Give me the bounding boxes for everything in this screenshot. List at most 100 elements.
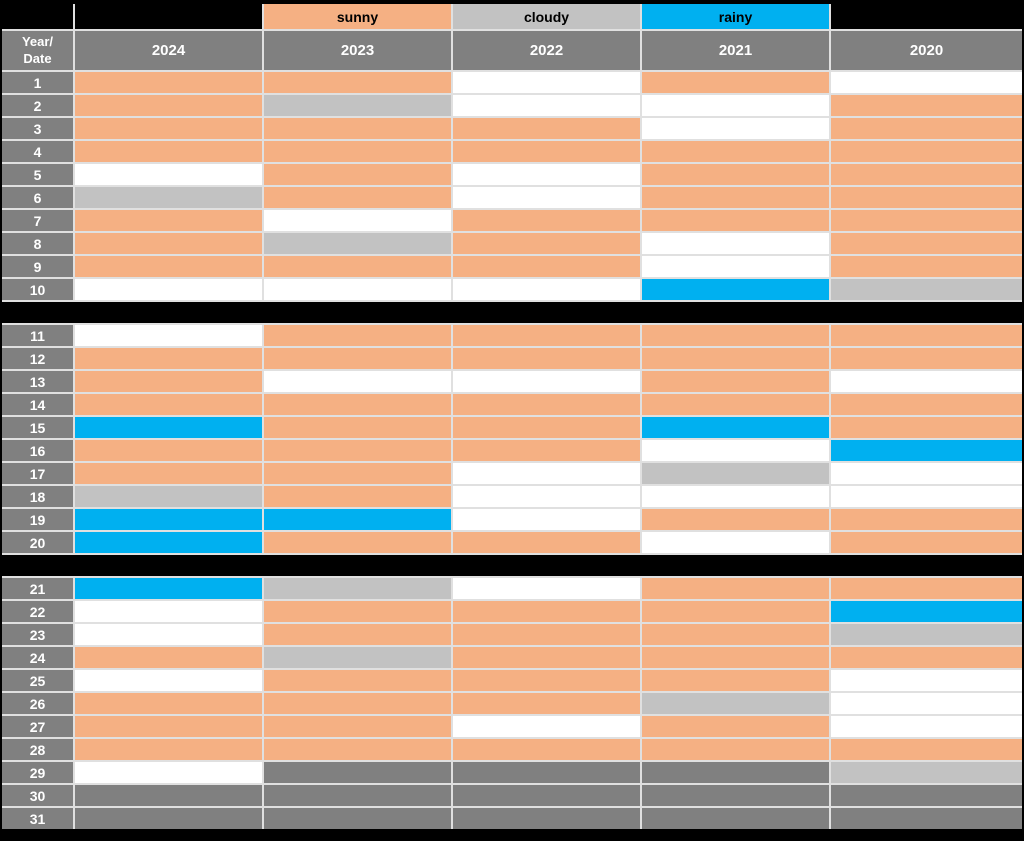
cell-2023-3[interactable] <box>264 118 451 139</box>
row-header-20[interactable]: 20 <box>2 532 73 553</box>
cell-2021-1[interactable] <box>642 72 829 93</box>
row-header-11[interactable]: 11 <box>2 325 73 346</box>
cell-2023-28[interactable] <box>264 739 451 760</box>
row-header-18[interactable]: 18 <box>2 486 73 507</box>
cell-2020-22[interactable] <box>831 601 1022 622</box>
cell-2020-2[interactable] <box>831 95 1022 116</box>
cell-2022-22[interactable] <box>453 601 640 622</box>
cell-2023-27[interactable] <box>264 716 451 737</box>
row-header-14[interactable]: 14 <box>2 394 73 415</box>
cell-2023-11[interactable] <box>264 325 451 346</box>
cell-2021-9[interactable] <box>642 256 829 277</box>
cell-2023-2[interactable] <box>264 95 451 116</box>
cell-2024-18[interactable] <box>75 486 262 507</box>
cell-2020-28[interactable] <box>831 739 1022 760</box>
cell-2023-25[interactable] <box>264 670 451 691</box>
cell-2020-16[interactable] <box>831 440 1022 461</box>
cell-2024-9[interactable] <box>75 256 262 277</box>
cell-2021-20[interactable] <box>642 532 829 553</box>
cell-2020-3[interactable] <box>831 118 1022 139</box>
cell-2023-21[interactable] <box>264 578 451 599</box>
cell-2023-30[interactable] <box>264 785 451 806</box>
row-header-26[interactable]: 26 <box>2 693 73 714</box>
cell-2024-4[interactable] <box>75 141 262 162</box>
cell-2024-10[interactable] <box>75 279 262 300</box>
cell-2022-21[interactable] <box>453 578 640 599</box>
cell-2023-4[interactable] <box>264 141 451 162</box>
cell-2024-24[interactable] <box>75 647 262 668</box>
cell-2022-12[interactable] <box>453 348 640 369</box>
cell-2024-15[interactable] <box>75 417 262 438</box>
cell-2021-29[interactable] <box>642 762 829 783</box>
row-header-19[interactable]: 19 <box>2 509 73 530</box>
cell-2023-12[interactable] <box>264 348 451 369</box>
cell-2024-6[interactable] <box>75 187 262 208</box>
row-header-4[interactable]: 4 <box>2 141 73 162</box>
cell-2023-6[interactable] <box>264 187 451 208</box>
cell-2020-20[interactable] <box>831 532 1022 553</box>
cell-2020-25[interactable] <box>831 670 1022 691</box>
cell-2021-14[interactable] <box>642 394 829 415</box>
cell-2024-19[interactable] <box>75 509 262 530</box>
cell-2020-31[interactable] <box>831 808 1022 829</box>
row-header-22[interactable]: 22 <box>2 601 73 622</box>
cell-2020-24[interactable] <box>831 647 1022 668</box>
cell-2024-8[interactable] <box>75 233 262 254</box>
cell-2024-21[interactable] <box>75 578 262 599</box>
cell-2021-2[interactable] <box>642 95 829 116</box>
cell-2024-28[interactable] <box>75 739 262 760</box>
cell-2022-6[interactable] <box>453 187 640 208</box>
cell-2024-16[interactable] <box>75 440 262 461</box>
cell-2022-27[interactable] <box>453 716 640 737</box>
col-header-2020[interactable]: 2020 <box>831 31 1022 70</box>
row-header-29[interactable]: 29 <box>2 762 73 783</box>
row-header-12[interactable]: 12 <box>2 348 73 369</box>
cell-2020-23[interactable] <box>831 624 1022 645</box>
cell-2021-30[interactable] <box>642 785 829 806</box>
cell-2020-7[interactable] <box>831 210 1022 231</box>
cell-2021-11[interactable] <box>642 325 829 346</box>
cell-2023-17[interactable] <box>264 463 451 484</box>
row-header-15[interactable]: 15 <box>2 417 73 438</box>
cell-2023-9[interactable] <box>264 256 451 277</box>
cell-2021-23[interactable] <box>642 624 829 645</box>
cell-2020-30[interactable] <box>831 785 1022 806</box>
row-header-21[interactable]: 21 <box>2 578 73 599</box>
row-header-30[interactable]: 30 <box>2 785 73 806</box>
cell-2022-17[interactable] <box>453 463 640 484</box>
cell-2024-17[interactable] <box>75 463 262 484</box>
cell-2021-27[interactable] <box>642 716 829 737</box>
cell-2024-3[interactable] <box>75 118 262 139</box>
cell-2024-12[interactable] <box>75 348 262 369</box>
legend-cloudy[interactable]: cloudy <box>453 4 640 29</box>
cell-2023-26[interactable] <box>264 693 451 714</box>
cell-2022-13[interactable] <box>453 371 640 392</box>
row-header-5[interactable]: 5 <box>2 164 73 185</box>
cell-2023-7[interactable] <box>264 210 451 231</box>
row-header-28[interactable]: 28 <box>2 739 73 760</box>
cell-2022-4[interactable] <box>453 141 640 162</box>
row-header-2[interactable]: 2 <box>2 95 73 116</box>
cell-2020-9[interactable] <box>831 256 1022 277</box>
cell-2021-17[interactable] <box>642 463 829 484</box>
row-header-9[interactable]: 9 <box>2 256 73 277</box>
cell-2021-16[interactable] <box>642 440 829 461</box>
cell-2022-9[interactable] <box>453 256 640 277</box>
cell-2022-26[interactable] <box>453 693 640 714</box>
cell-2020-29[interactable] <box>831 762 1022 783</box>
row-header-3[interactable]: 3 <box>2 118 73 139</box>
cell-2021-28[interactable] <box>642 739 829 760</box>
cell-2024-20[interactable] <box>75 532 262 553</box>
row-header-16[interactable]: 16 <box>2 440 73 461</box>
cell-2024-7[interactable] <box>75 210 262 231</box>
cell-2023-15[interactable] <box>264 417 451 438</box>
cell-2023-23[interactable] <box>264 624 451 645</box>
cell-2022-28[interactable] <box>453 739 640 760</box>
corner-header-year-date[interactable]: Year/ Date <box>2 31 73 70</box>
cell-2020-6[interactable] <box>831 187 1022 208</box>
row-header-31[interactable]: 31 <box>2 808 73 829</box>
cell-2024-1[interactable] <box>75 72 262 93</box>
row-header-25[interactable]: 25 <box>2 670 73 691</box>
cell-2022-10[interactable] <box>453 279 640 300</box>
col-header-2021[interactable]: 2021 <box>642 31 829 70</box>
